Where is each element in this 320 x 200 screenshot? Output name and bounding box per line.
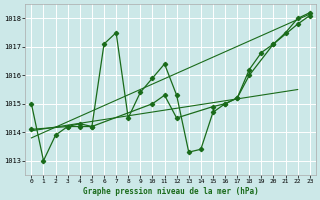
X-axis label: Graphe pression niveau de la mer (hPa): Graphe pression niveau de la mer (hPa): [83, 187, 259, 196]
